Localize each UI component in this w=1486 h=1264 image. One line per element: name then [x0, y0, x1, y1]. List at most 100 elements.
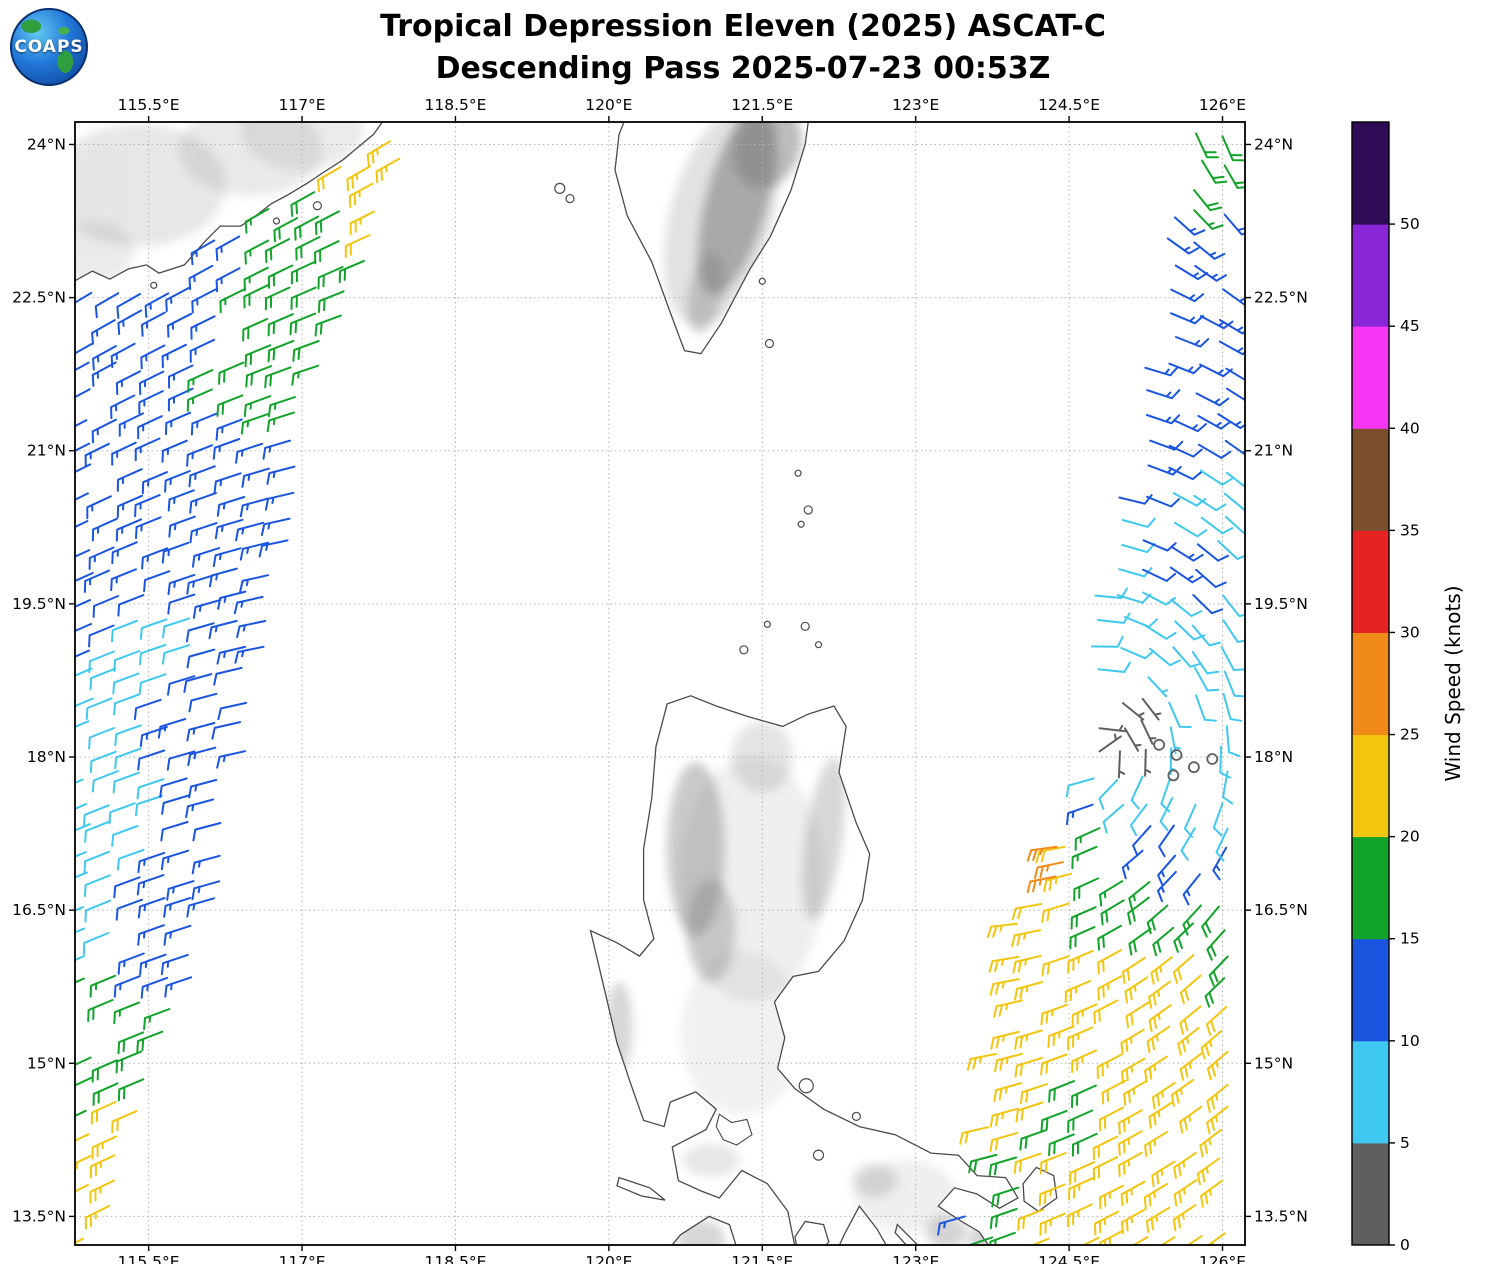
wind-barb: [1173, 216, 1206, 236]
coastlines: [75, 122, 1058, 1245]
wind-barb: [1225, 367, 1245, 382]
wind-barb: [344, 234, 371, 258]
wind-barb: [165, 411, 192, 436]
wind-barb: [1070, 906, 1097, 930]
wind-barb: [1099, 1184, 1125, 1210]
wind-barb: [1118, 1151, 1143, 1178]
map-frame: [74, 121, 1246, 1246]
wind-barb: [75, 1237, 84, 1244]
wind-barb: [160, 953, 189, 976]
wind-barb: [1131, 1236, 1149, 1245]
wind-barb: [167, 593, 196, 615]
wind-barb: [1212, 846, 1228, 881]
wind-barb: [236, 620, 267, 638]
wind-barb: [1097, 612, 1131, 624]
wind-barb: [163, 896, 192, 918]
wind-barb: [290, 191, 316, 217]
wind-barb: [1067, 950, 1094, 974]
wind-barb: [1090, 635, 1124, 648]
wind-barb: [189, 338, 216, 363]
wind-barb: [167, 489, 195, 512]
wind-barb: [1125, 1001, 1150, 1029]
wind-barb: [164, 470, 191, 493]
wind-barb: [1117, 750, 1126, 779]
wind-barb: [1208, 955, 1229, 987]
wind-barb: [75, 720, 90, 728]
wind-barb: [1034, 861, 1064, 880]
wind-barb: [1206, 1105, 1229, 1135]
wind-barb: [1067, 1026, 1094, 1050]
wind-barb: [94, 292, 120, 319]
wind-barb: [988, 955, 1020, 973]
wind-barb: [1146, 1206, 1171, 1233]
wind-barb: [1148, 980, 1171, 1009]
wind-barb: [1219, 745, 1232, 779]
taiwan: [614, 122, 809, 355]
wind-barb: [92, 345, 117, 371]
extra-wind-barbs: [937, 738, 1219, 1236]
wind-barb: [90, 1100, 117, 1125]
wind-barb: [1170, 312, 1205, 325]
wind-barb: [1151, 1082, 1176, 1110]
colorbar-segment: [1352, 326, 1389, 429]
wind-barb: [1174, 264, 1209, 281]
wind-barb: [114, 747, 142, 770]
wind-barb: [1120, 1180, 1146, 1207]
wind-barb: [161, 794, 190, 815]
wind-barb: [216, 750, 246, 769]
coaps-logo: COAPS: [10, 8, 88, 86]
wind-barb: [1223, 670, 1245, 698]
wind-barb: [140, 976, 169, 999]
wind-barb: [1219, 319, 1245, 335]
wind-barb: [1160, 1236, 1176, 1245]
burias: [894, 1223, 919, 1245]
wind-barb: [189, 492, 217, 514]
y-tick-label-left: 21°N: [27, 442, 66, 460]
wind-barb: [1143, 1183, 1169, 1210]
wind-barb: [188, 692, 218, 713]
wind-barb: [1123, 727, 1142, 752]
wind-barb: [239, 574, 269, 593]
wind-barb: [75, 955, 86, 962]
wind-barb: [289, 312, 317, 336]
wind-barb: [1144, 1055, 1168, 1083]
wind-barb: [136, 874, 165, 896]
wind-barb: [1182, 873, 1201, 906]
wind-barb: [1200, 1179, 1224, 1208]
wind-barb: [1128, 881, 1151, 910]
wind-barb: [75, 906, 85, 912]
wind-barb: [75, 803, 88, 810]
x-tick-label-bottom: 126°E: [1199, 1253, 1246, 1264]
wind-barb: [993, 999, 1023, 1018]
wind-barb: [1146, 904, 1169, 935]
wind-barb: [1041, 955, 1070, 977]
x-tick-label-bottom: 124.5°E: [1038, 1253, 1100, 1264]
wind-barb: [260, 517, 291, 536]
wind-barb: [1092, 1156, 1119, 1181]
wind-barb: [88, 546, 115, 570]
wind-barb: [214, 518, 244, 540]
wind-barb: [1222, 692, 1243, 722]
colorbar-tick-label: 10: [1400, 1032, 1420, 1050]
calm-circle: [1153, 738, 1165, 751]
wind-barb: [75, 463, 92, 474]
wind-barb: [233, 595, 264, 615]
wind-barb: [266, 465, 296, 485]
islet: [763, 620, 771, 628]
wind-barb: [1170, 288, 1205, 303]
wind-barb: [111, 825, 139, 847]
wind-barb: [134, 437, 161, 462]
wind-barb: [1098, 778, 1119, 810]
wind-barb: [85, 697, 113, 720]
wind-barb: [1177, 1026, 1200, 1056]
wind-barb: [1097, 949, 1122, 975]
wind-barb: [1040, 1003, 1068, 1026]
wind-barb: [1099, 880, 1124, 907]
x-tick-label-top: 115.5°E: [118, 96, 180, 114]
wind-barb: [84, 874, 111, 897]
wind-barb: [1067, 1203, 1093, 1228]
wind-barb: [1098, 1106, 1124, 1132]
wind-barb: [75, 549, 91, 558]
x-tick-label-top: 124.5°E: [1038, 96, 1100, 114]
wind-barb: [1102, 803, 1125, 834]
